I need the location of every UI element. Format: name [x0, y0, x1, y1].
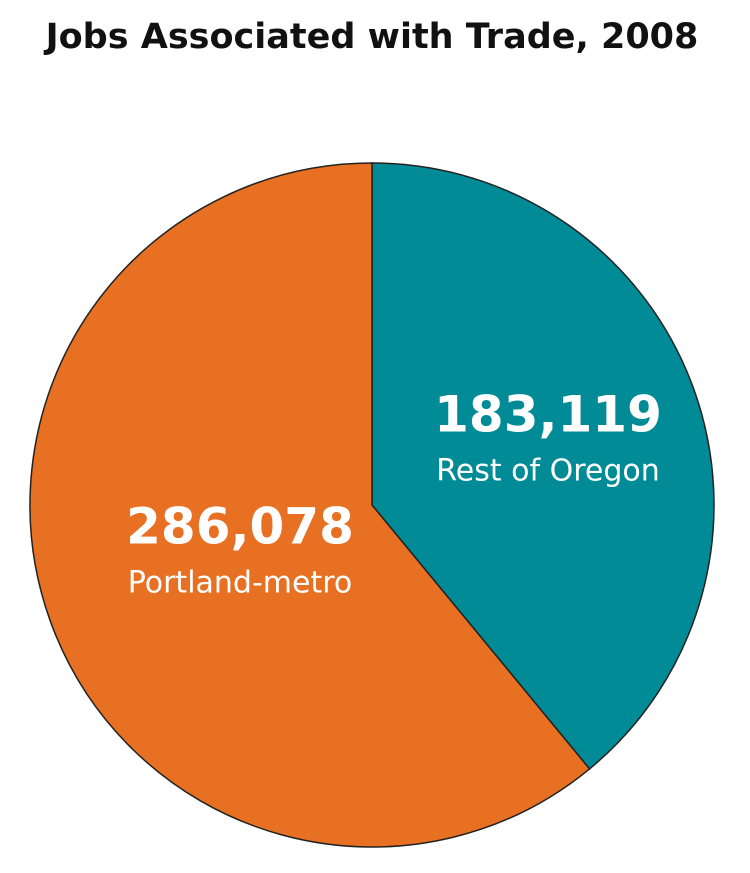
value-label: 183,119 [434, 386, 662, 444]
chart-title: Jobs Associated with Trade, 2008 [44, 17, 699, 57]
value-label: 286,078 [126, 498, 354, 556]
category-label: Rest of Oregon [436, 454, 660, 489]
pie-slice [29, 162, 591, 848]
pie-slice [371, 162, 715, 770]
category-label: Portland-metro [128, 566, 353, 601]
